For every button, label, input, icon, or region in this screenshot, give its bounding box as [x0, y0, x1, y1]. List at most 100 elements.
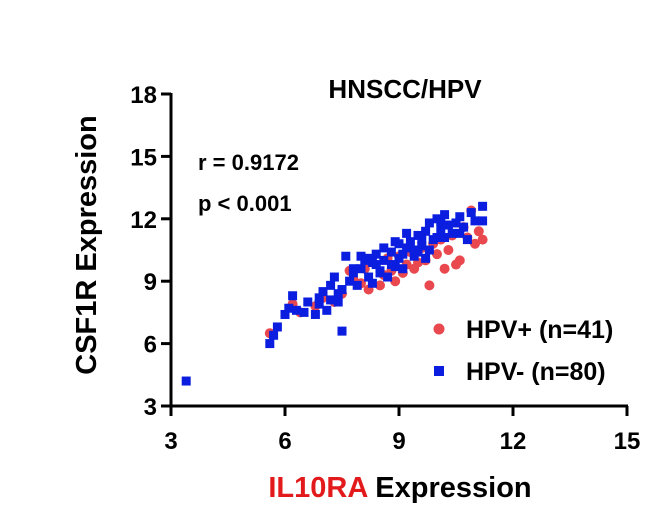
legend-label: HPV- (n=80) [466, 358, 606, 386]
hpv-positive-point [443, 245, 454, 255]
x-tick-label: 15 [614, 428, 641, 455]
hpv-negative-point [405, 237, 415, 247]
hpv-positive-point [439, 263, 450, 274]
hpv-negative-point [398, 249, 408, 259]
x-tick-label: 12 [500, 428, 527, 455]
x-axis-label: IL10RA Expression [268, 472, 531, 504]
p-value-annotation: p < 0.001 [198, 191, 292, 216]
hpv-positive-point [375, 280, 385, 291]
hpv-negative-point [318, 287, 328, 297]
hpv-positive-point [473, 226, 484, 237]
hpv-positive-point [432, 249, 442, 260]
hpv-negative-point [333, 289, 343, 299]
hpv-negative-point [284, 303, 294, 313]
hpv-negative-point [379, 255, 389, 265]
hpv-negative-point [440, 233, 450, 243]
hpv-negative-point [337, 326, 347, 336]
hpv-negative-point [375, 268, 385, 278]
hpv-negative-point [314, 293, 324, 303]
hpv-negative-point [386, 260, 396, 270]
hpv-negative-point [459, 222, 469, 232]
hpv-negative-point [356, 251, 366, 261]
hpv-negative-point [348, 264, 358, 274]
hpv-negative-point [272, 322, 282, 332]
hpv-negative-point [417, 241, 427, 251]
axes: 3 6 9 12 15 3 6 9 12 15 18 [130, 82, 640, 455]
hpv-negative-point [299, 307, 309, 317]
y-tick-label: 3 [144, 394, 157, 421]
hpv-negative-point [181, 376, 191, 386]
hpv-negative-point [291, 305, 301, 315]
hpv-negative-point [322, 305, 332, 315]
hpv-negative-point [470, 216, 480, 226]
hpv-negative-point [402, 243, 412, 253]
legend-marker-hpv-negative [434, 366, 444, 376]
hpv-negative-point [386, 247, 396, 257]
hpv-negative-point [364, 272, 374, 282]
hpv-negative-point [436, 224, 446, 234]
legend-label: HPV+ (n=41) [466, 316, 613, 344]
hpv-negative-point [436, 216, 446, 226]
hpv-negative-point [421, 226, 431, 236]
hpv-negative-point [329, 272, 339, 282]
legend-marker-hpv-positive [433, 323, 445, 335]
hpv-negative-point [314, 299, 324, 309]
hpv-negative-point [455, 212, 465, 222]
x-tick-label: 6 [278, 428, 291, 455]
hpv-negative-point [432, 233, 442, 243]
hpv-negative-point [280, 309, 290, 319]
hpv-negative-point [326, 280, 336, 290]
hpv-negative-point [447, 228, 457, 238]
hpv-negative-point [356, 264, 366, 274]
hpv-negative-point [466, 208, 476, 218]
x-axis-label-gene: IL10RA [268, 472, 368, 504]
hpv-negative-point [390, 237, 400, 247]
hpv-negative-point [455, 228, 465, 238]
x-axis-label-suffix: Expression [367, 472, 531, 504]
hpv-positive-point [390, 276, 401, 287]
hpv-negative-point [421, 253, 431, 263]
hpv-negative-point [288, 291, 298, 301]
y-tick-label: 12 [130, 207, 157, 234]
hpv-positive-point [477, 234, 488, 245]
hpv-negative-point [310, 309, 320, 319]
x-tick-label: 9 [392, 428, 405, 455]
hpv-positive-point [424, 280, 435, 291]
hpv-negative-point [478, 201, 488, 211]
chart-title: HNSCC/HPV [328, 74, 482, 104]
hpv-negative-point [379, 243, 389, 253]
hpv-negative-point [417, 235, 427, 245]
hpv-negative-point [413, 247, 423, 257]
hpv-negative-point [367, 257, 377, 267]
x-tick-label: 3 [164, 428, 177, 455]
hpv-negative-point [371, 249, 381, 259]
hpv-positive-point [470, 238, 480, 249]
y-tick-label: 9 [144, 269, 157, 296]
hpv-negative-point [326, 295, 336, 305]
hpv-negative-point [383, 272, 393, 282]
y-tick-label: 18 [130, 82, 157, 109]
hpv-negative-point [333, 297, 343, 307]
hpv-negative-point [424, 245, 434, 255]
y-tick-label: 15 [130, 144, 157, 171]
y-tick-label: 6 [144, 332, 157, 359]
hpv-negative-point [303, 297, 313, 307]
hpv-negative-point [398, 264, 408, 274]
hpv-negative-point [440, 210, 450, 220]
hpv-negative-point [478, 216, 488, 226]
correlation-r-annotation: r = 0.9172 [198, 150, 299, 175]
hpv-negative-point [443, 220, 453, 230]
hpv-negative-point [345, 276, 355, 286]
y-axis-label: CSF1R Expression [71, 115, 103, 374]
hpv-negative-point [341, 251, 351, 261]
hpv-negative-point [424, 218, 434, 228]
hpv-negative-point [451, 218, 461, 228]
legend: HPV+ (n=41) HPV- (n=80) [433, 316, 613, 386]
hpv-negative-point [352, 280, 362, 290]
hpv-negative-point [269, 330, 279, 340]
data-points [181, 201, 488, 386]
hpv-negative-point [402, 228, 412, 238]
hpv-negative-point [265, 339, 275, 349]
hpv-positive-point [454, 255, 465, 266]
